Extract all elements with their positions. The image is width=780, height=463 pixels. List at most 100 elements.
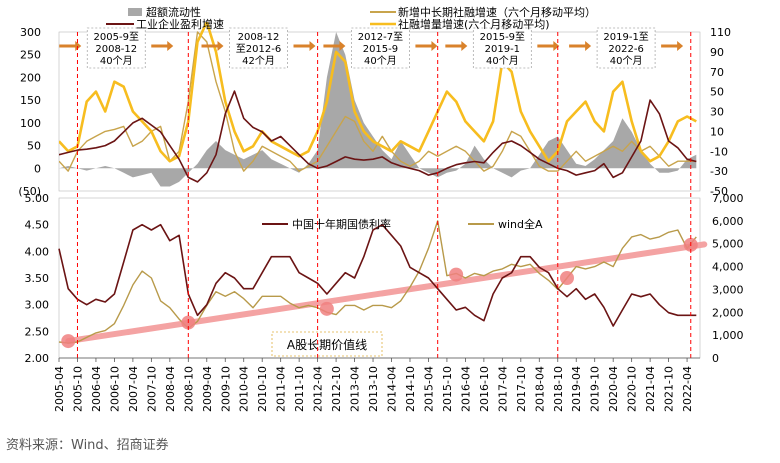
x-tick-label: 2013-10 [367,366,380,412]
top-left-tick-label: 100 [20,117,41,130]
cycle-annotation-box [472,27,532,69]
cycle-annotation-text: 2012-7至 [358,31,403,43]
cycle-annotation-text: 2015-9 [363,44,398,55]
x-tick-label: 2018-10 [552,366,565,412]
x-tick-label: 2020-10 [626,366,639,412]
source-note: 资料来源：Wind、招商证券 [6,438,169,453]
top-panel: 300 250 200 150 100 50 0 (50) 110 90 70 50 30 10 -10 -3… [18,5,731,198]
top-left-tick-label: 150 [20,94,41,107]
cycle-annotation-text: 40个月 [100,55,133,67]
x-axis: 2005-04 2005-10 2006-04 2006-10 2007-04 2007-… [53,32,700,412]
x-tick-label: 2011-10 [293,366,306,412]
bottom-left-tick-label: 5.00 [25,192,50,205]
cycle-arrow-head [309,41,316,51]
x-tick-label: 2010-10 [256,366,269,412]
legend-label-yield: 中国十年期国债利率 [292,217,391,231]
bottom-left-tick-label: 4.50 [25,219,50,232]
top-right-tick-label: 90 [710,46,724,59]
bottom-left-tick-label: 2.50 [25,325,50,338]
cycle-annotation-text: 2022-6 [608,44,643,55]
x-tick-label: 2012-10 [330,366,343,412]
bottom-right-tick-label: 3,000 [712,283,744,296]
top-left-tick-label: 200 [20,71,41,84]
x-tick-label: 2005-10 [71,366,84,412]
cycle-annotation-box [86,27,146,69]
cycle-annotation-text: 2015-9至 [480,31,525,43]
x-tick-label: 2011-04 [275,366,288,412]
legend-label-profit: 工业企业盈利增速 [136,17,224,31]
legend-label-mlcredit: 新增中长期社融增速（六个月移动平均） [398,5,596,19]
x-tick-label: 2022-04 [681,366,694,412]
bottom-left-tick-label: 3.50 [25,272,50,285]
x-tick-label: 2009-04 [201,366,214,412]
cycle-annotation-text: 40个月 [610,55,643,67]
x-tick-label: 2007-04 [127,366,140,412]
cycle-arrow-head [585,41,592,51]
top-left-tick-label: 50 [27,140,41,153]
x-tick-label: 2021-04 [644,366,657,412]
legend-label-liquidity: 超额流动性 [146,5,201,19]
x-tick-label: 2014-04 [386,366,399,412]
x-tick-label: 2015-10 [441,366,454,412]
top-right-tick-label: -30 [710,165,728,178]
x-tick-label: 2007-10 [145,366,158,412]
cycle-annotation-box [229,27,288,69]
x-tick-label: 2019-10 [589,366,602,412]
cycle-arrow-head [75,41,82,51]
bottom-right-tick-label: 1,000 [712,329,744,342]
cycle-arrow-head [461,41,468,51]
bottom-left-tick-label: 2.00 [25,352,50,365]
x-tick-label: 2008-04 [164,366,177,412]
top-right-tick-label: 110 [710,26,731,39]
top-right-tick-label: 30 [710,106,724,119]
x-tick-label: 2021-10 [663,366,676,412]
cycle-arrow-head [339,41,346,51]
x-tick-label: 2005-04 [53,366,66,412]
cycle-arrow-head [217,41,224,51]
top-right-tick-label: 50 [710,86,724,99]
top-right-tick-label: -10 [710,145,728,158]
top-right-tick-label: 70 [710,66,724,79]
cycle-annotation-text: 至2012-6 [236,43,281,55]
value-line-marker [319,301,334,316]
x-tick-label: 2006-04 [90,366,103,412]
x-tick-label: 2010-04 [238,366,251,412]
x-tick-label: 2018-04 [533,366,546,412]
x-tick-label: 2017-04 [496,366,509,412]
series-industrial-profit-line [59,90,697,183]
cycle-annotation-text: 42个月 [242,55,275,67]
value-line-marker [61,334,76,349]
cycle-arrow-head [167,41,174,51]
top-left-tick-label: (50) [18,185,41,198]
cycle-annotation-text: 2019-1 [485,44,520,55]
bottom-right-tick-label: 0 [712,352,719,365]
top-left-tick-label: 300 [20,26,41,39]
x-tick-label: 2009-10 [219,366,232,412]
cycle-annotation-text: 40个月 [486,55,519,67]
bottom-right-tick-label: 7,000 [712,192,744,205]
top-right-tick-label: 10 [710,125,724,138]
bottom-left-tick-label: 4.00 [25,245,50,258]
legend-label-tsf: 社融增量增速(六个月移动平均) [398,17,550,31]
bottom-right-tick-label: 6,000 [712,215,744,228]
cycle-annotation-text: 2008-12 [238,32,280,43]
series-10y-yield-line [58,223,697,327]
x-tick-label: 2020-04 [607,366,620,412]
cycle-annotation-text: 2005-9至 [94,31,139,43]
x-tick-label: 2006-10 [108,366,121,412]
bottom-right-tick-label: 5,000 [712,238,744,251]
top-left-tick-label: 0 [34,162,41,175]
x-tick-label: 2008-10 [182,366,195,412]
x-tick-label: 2013-04 [349,366,362,412]
cycle-annotation-box [596,27,656,69]
top-right-tick-label: -50 [710,185,728,198]
value-line-marker [449,267,464,282]
legend-swatch-liquidity [128,8,142,16]
bottom-left-tick-label: 3.00 [25,299,50,312]
cycle-annotation-text: 40个月 [364,55,397,67]
long-term-value-line [65,241,708,345]
cycle-annotation-text: 2008-12 [95,44,137,55]
x-tick-label: 2019-04 [570,366,583,412]
value-line-label: A股长期价值线 [287,337,367,352]
